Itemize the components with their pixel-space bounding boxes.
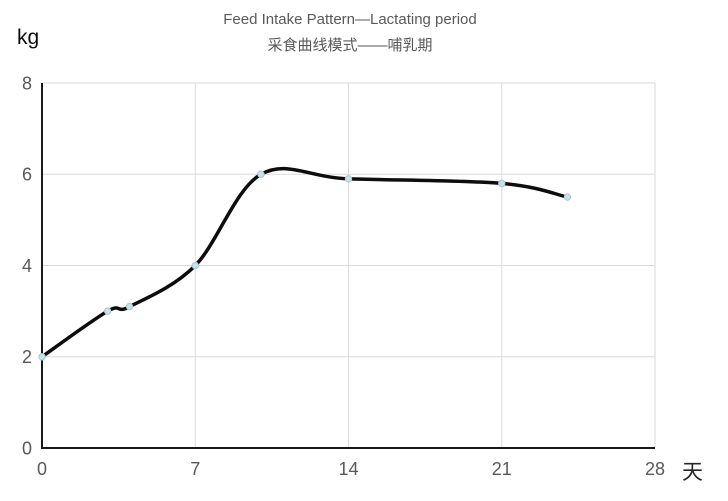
x-tick-label: 28: [645, 459, 665, 479]
feed-intake-line: [40, 166, 570, 359]
chart-subtitle: 采食曲线模式——哺乳期: [267, 37, 433, 54]
y-axis-unit-label: kg: [17, 26, 40, 49]
x-tick-label: 0: [37, 459, 47, 479]
x-axis-unit-label: 天: [682, 461, 703, 484]
y-tick-label: 2: [22, 347, 32, 367]
y-tick-label: 8: [22, 73, 32, 93]
y-tick-label: 0: [22, 438, 32, 458]
data-point-marker: [344, 175, 353, 183]
data-point-marker: [125, 302, 134, 311]
x-tick-label: 7: [190, 459, 200, 479]
data-point-marker: [563, 193, 572, 201]
x-tick-label: 14: [338, 459, 358, 479]
chart-title: Feed Intake Pattern—Lactating period: [223, 11, 477, 28]
y-tick-label: 4: [22, 256, 32, 276]
data-point-marker: [498, 179, 506, 188]
data-point-marker: [191, 261, 199, 270]
y-tick-label: 6: [22, 165, 32, 185]
data-point-marker: [257, 170, 265, 178]
x-tick-label: 21: [492, 459, 512, 479]
data-point-marker: [38, 353, 46, 361]
data-point-marker: [103, 307, 112, 315]
